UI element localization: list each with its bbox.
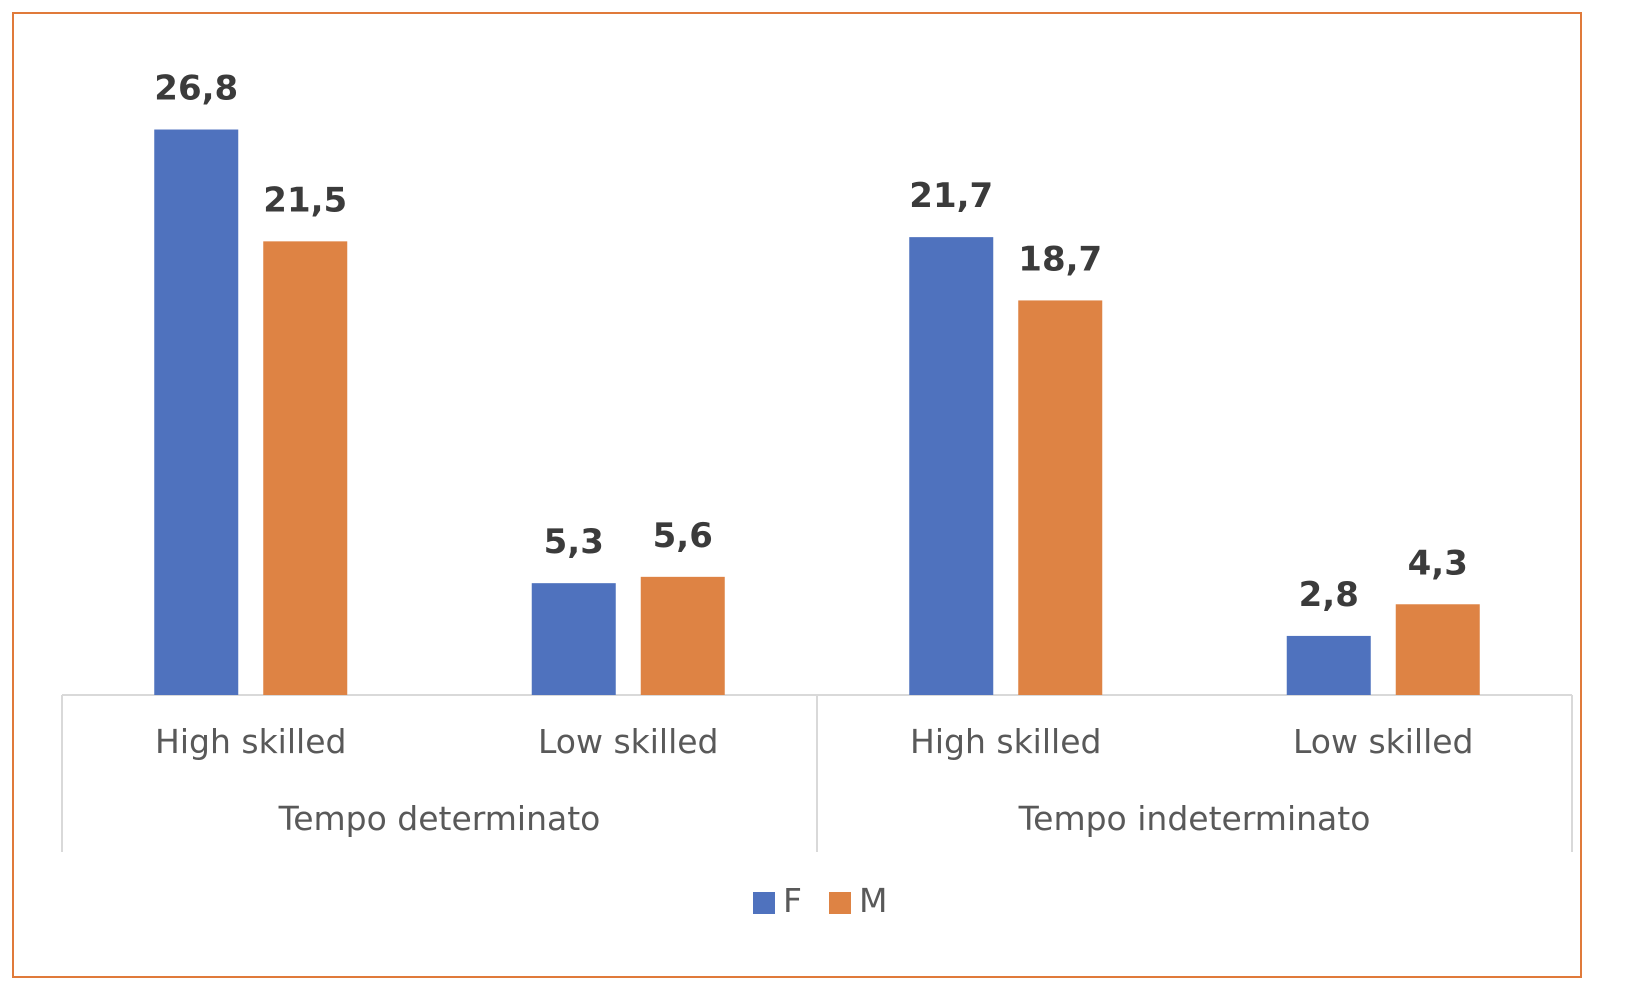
category-label: Low skilled — [1293, 722, 1474, 761]
data-label-f: 21,7 — [909, 176, 993, 216]
legend-swatch-m — [829, 892, 851, 914]
data-label-m: 18,7 — [1018, 239, 1102, 279]
bar-f — [909, 237, 994, 695]
legend-label-f: F — [783, 881, 802, 920]
bar-m — [1018, 300, 1103, 695]
data-label-m: 21,5 — [263, 180, 347, 220]
bar-f — [531, 583, 616, 695]
bar-m — [263, 241, 348, 695]
data-label-f: 5,3 — [544, 522, 604, 562]
category-label: Low skilled — [538, 722, 719, 761]
category-label: High skilled — [910, 722, 1101, 761]
data-label-f: 26,8 — [154, 69, 238, 109]
data-label-f: 2,8 — [1299, 575, 1359, 615]
bar-m — [640, 576, 725, 695]
data-label-m: 4,3 — [1408, 543, 1468, 583]
group-label: Tempo determinato — [278, 799, 601, 838]
legend-swatch-f — [753, 892, 775, 914]
bar-f — [154, 129, 239, 695]
bar-f — [1286, 635, 1371, 695]
data-label-m: 5,6 — [653, 516, 713, 556]
category-label: High skilled — [155, 722, 346, 761]
group-label: Tempo indeterminato — [1018, 799, 1371, 838]
bar-m — [1395, 604, 1480, 695]
legend-label-m: M — [859, 881, 887, 920]
